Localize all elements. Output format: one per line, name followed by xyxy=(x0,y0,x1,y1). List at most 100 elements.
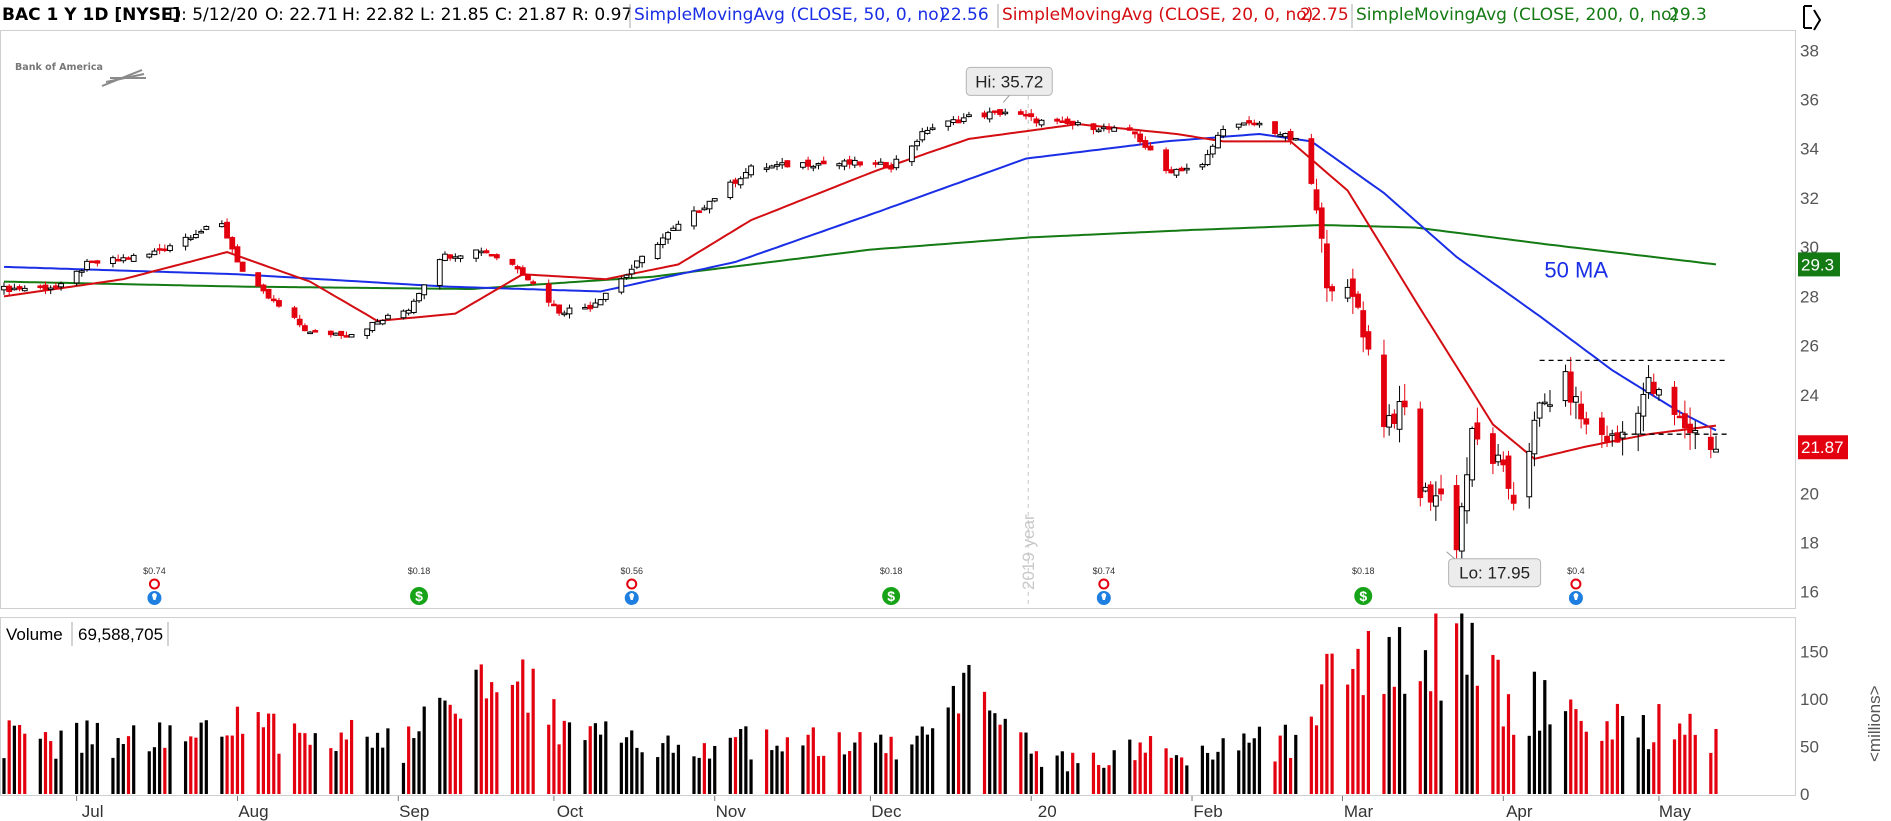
volume-bar xyxy=(38,738,42,794)
price-badge xyxy=(1798,435,1848,460)
candle xyxy=(187,235,194,242)
sma200-label[interactable]: SimpleMovingAvg (CLOSE, 200, 0, no) xyxy=(1356,5,1678,25)
candle xyxy=(623,273,630,280)
volume-bar xyxy=(516,681,520,794)
volume-bar xyxy=(1024,732,1028,794)
candle xyxy=(483,248,490,254)
candle xyxy=(774,160,780,171)
volume-bar xyxy=(956,713,961,794)
sma200-line[interactable] xyxy=(3,223,1717,290)
sma20-label[interactable]: SimpleMovingAvg (CLOSE, 20, 0, no) xyxy=(1002,5,1313,25)
candle xyxy=(1500,451,1507,473)
volume-bar xyxy=(147,751,151,794)
candle xyxy=(1282,132,1289,142)
candle xyxy=(1474,407,1481,446)
candle xyxy=(1386,404,1393,436)
volume-bar xyxy=(334,751,338,794)
candle xyxy=(768,164,775,169)
sma20-line[interactable] xyxy=(3,123,1717,460)
earnings-event-icon: $0.74 xyxy=(143,566,166,605)
time-axis: Jul Aug Sep Oct Nov Dec 20 Feb Mar Apr May xyxy=(76,796,1691,821)
volume-bar xyxy=(308,744,312,794)
volume-bar xyxy=(443,700,447,794)
candle xyxy=(711,198,718,203)
volume-bar xyxy=(1678,723,1682,794)
candle xyxy=(820,156,827,165)
volume-bar xyxy=(801,745,805,794)
price-pane[interactable] xyxy=(0,30,1796,609)
volume-bar xyxy=(619,742,623,794)
volume-bar xyxy=(879,734,883,794)
volume-bar xyxy=(256,712,260,794)
candle xyxy=(1308,133,1315,185)
trend-lines[interactable] xyxy=(1539,359,1728,435)
candle xyxy=(1220,125,1227,139)
volume-bar xyxy=(1382,693,1386,794)
volume-bar xyxy=(1501,726,1505,794)
volume-bar xyxy=(458,718,463,794)
volume-bar xyxy=(765,729,769,794)
volume-bar xyxy=(1465,674,1469,794)
candle xyxy=(1241,122,1247,126)
price-axis: 161820222426283032343638 xyxy=(1800,41,1819,601)
volume-bar xyxy=(1460,613,1464,794)
candle xyxy=(1038,119,1045,128)
volume-bar xyxy=(1174,755,1179,794)
candle xyxy=(115,254,122,262)
sma20-value: 22.75 xyxy=(1300,5,1349,25)
volume-bar xyxy=(1237,750,1241,794)
candle xyxy=(1536,401,1543,427)
price-tick-label: 26 xyxy=(1800,337,1819,356)
volume-bars[interactable] xyxy=(2,613,1718,795)
candle xyxy=(530,279,537,286)
volume-bar xyxy=(1605,721,1609,794)
volume-bar xyxy=(1071,752,1075,794)
volume-bar xyxy=(848,751,852,794)
candle xyxy=(1199,162,1206,170)
candle xyxy=(1656,387,1662,401)
candle xyxy=(919,127,926,143)
candle xyxy=(110,255,116,268)
volume-bar xyxy=(474,669,478,794)
volume-bar xyxy=(43,732,48,794)
candle xyxy=(1541,393,1548,406)
price-candles[interactable] xyxy=(1,107,1719,565)
volume-axis: 0 50 100 150 xyxy=(1800,643,1828,805)
volume-bar xyxy=(168,725,172,794)
candle xyxy=(291,305,298,320)
candle xyxy=(1391,409,1398,429)
candle xyxy=(815,162,822,170)
volume-bar xyxy=(920,726,924,794)
menu-icon[interactable] xyxy=(1803,5,1822,31)
sma50-line[interactable] xyxy=(3,132,1717,432)
volume-bar xyxy=(510,684,515,794)
sma50-label[interactable]: SimpleMovingAvg (CLOSE, 50, 0, no) xyxy=(634,5,945,25)
candle xyxy=(1547,390,1553,413)
symbol-label[interactable]: BAC 1 Y 1D [NYSE] xyxy=(2,5,180,25)
volume-bar xyxy=(1579,720,1583,794)
candle xyxy=(1355,291,1361,310)
candle xyxy=(945,120,952,131)
candle xyxy=(1318,202,1325,253)
volume-bar xyxy=(183,741,188,794)
volume-bar xyxy=(1496,659,1500,794)
candle xyxy=(1028,109,1035,121)
volume-bar xyxy=(816,756,821,794)
volume-bar xyxy=(925,734,930,794)
price-badges: 29.3 21.87 xyxy=(1798,252,1848,460)
volume-bar xyxy=(1112,750,1116,794)
corporate-events[interactable]: $0.74 $0.18 $ $0.56 $0.18 $ $0.74 $0.18 $ $0.4 xyxy=(143,566,1585,605)
time-tick-label: Mar xyxy=(1344,802,1374,821)
candle xyxy=(1671,381,1678,426)
time-tick-label: 20 xyxy=(1038,802,1057,821)
candle xyxy=(89,260,96,264)
candle xyxy=(1069,120,1076,130)
volume-bar xyxy=(806,734,810,794)
volume-pane[interactable] xyxy=(0,617,1796,796)
volume-bar xyxy=(54,758,58,794)
candle xyxy=(1453,475,1460,565)
volume-bar xyxy=(484,698,489,794)
volume-bar xyxy=(1211,759,1215,794)
volume-bar xyxy=(713,745,717,794)
